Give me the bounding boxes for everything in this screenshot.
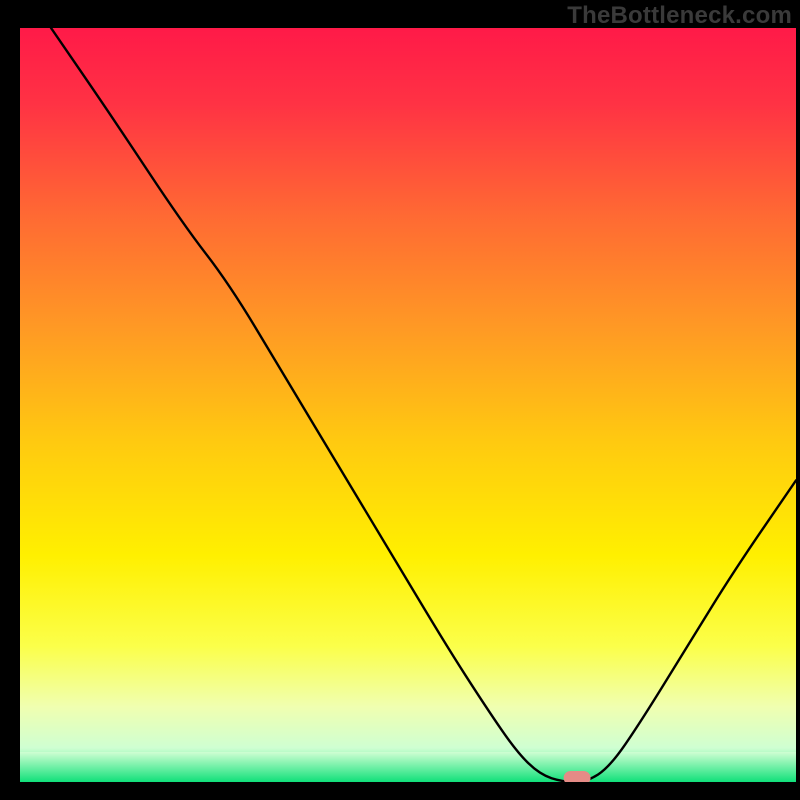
recommendation-marker: [564, 771, 591, 782]
chart-plot-area: [20, 28, 796, 782]
chart-curve-layer: [20, 28, 796, 782]
watermark-text: TheBottleneck.com: [567, 2, 792, 30]
bottleneck-curve: [51, 28, 796, 782]
